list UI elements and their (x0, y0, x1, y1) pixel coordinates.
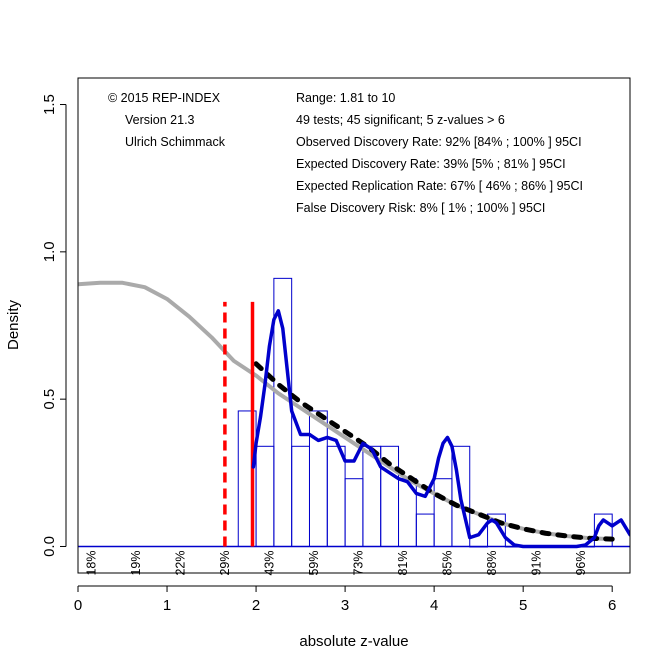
bottom-percentage-label: 73% (351, 550, 365, 575)
bottom-percentage-label: 18% (84, 550, 98, 575)
x-tick-label: 5 (519, 597, 527, 614)
info-right-line: Observed Discovery Rate: 92% [84% ; 100%… (296, 135, 582, 149)
x-axis: 0 1 2 3 4 5 6 (74, 585, 616, 614)
bottom-percentage-label: 22% (173, 550, 187, 575)
info-right-line: False Discovery Risk: 8% [ 1% ; 100% ] 9… (296, 201, 545, 215)
bottom-percentage-label: 96% (574, 550, 588, 575)
x-tick-label: 0 (74, 597, 82, 614)
histogram-bar-6 (344, 478, 364, 547)
info-right-line: Range: 1.81 to 10 (296, 91, 395, 105)
kernel-density-curve (251, 309, 630, 549)
bottom-percentages: 18% 19% 22% 29% 43% 59% 73% 81% 85% 88% 91% 96% (84, 550, 588, 575)
y-axis-title: Density (5, 299, 22, 350)
info-left-line: Ulrich Schimmack (125, 135, 226, 149)
histogram-bar-4 (308, 410, 328, 547)
x-tick-label: 1 (163, 597, 171, 614)
x-tick-label: 2 (252, 597, 260, 614)
bottom-percentage-label: 59% (307, 550, 321, 575)
blue-density-line (251, 309, 630, 549)
y-axis: 0.0 0.5 1.0 1.5 (41, 94, 67, 557)
x-tick-label: 6 (608, 597, 616, 614)
bottom-percentage-label: 88% (485, 550, 499, 575)
histogram-bar-2 (273, 277, 293, 547)
x-axis-title: absolute z-value (299, 633, 408, 650)
histogram-bars (78, 277, 630, 548)
histogram-bar-1 (255, 445, 275, 547)
bottom-percentage-label: 29% (218, 550, 232, 575)
significance-lines (223, 301, 255, 547)
bottom-percentage-label: 85% (440, 550, 454, 575)
info-left-line: Version 21.3 (125, 113, 195, 127)
x-tick-label: 3 (341, 597, 349, 614)
info-left: © 2015 REP-INDEX Version 21.3 Ulrich Schim… (108, 91, 226, 149)
histogram-bar-11 (433, 478, 453, 547)
histogram-bar-5 (326, 445, 346, 547)
bottom-percentage-label: 19% (129, 550, 143, 575)
histogram-bar-3 (291, 445, 310, 547)
gray-curve-line (78, 280, 615, 542)
info-right: Range: 1.81 to 10 49 tests; 45 significan… (296, 91, 583, 215)
model-curve-gray (78, 280, 615, 542)
histogram-bar-10 (415, 513, 435, 547)
info-left-line: © 2015 REP-INDEX (108, 91, 221, 105)
y-tick-label: 0.5 (41, 389, 58, 410)
bottom-percentage-label: 43% (262, 550, 276, 575)
bottom-percentage-label: 91% (530, 550, 544, 575)
y-tick-label: 1.5 (41, 94, 58, 115)
x-tick-label: 4 (430, 597, 438, 614)
info-right-line: Expected Discovery Rate: 39% [5% ; 81% ]… (296, 157, 566, 171)
plot-frame (77, 77, 631, 574)
info-right-line: Expected Replication Rate: 67% [ 46% ; 8… (296, 179, 583, 193)
y-tick-label: 0.0 (41, 536, 58, 557)
y-tick-label: 1.0 (41, 241, 58, 262)
info-right-line: 49 tests; 45 significant; 5 z-values > 6 (296, 113, 505, 127)
bottom-percentage-label: 81% (396, 550, 410, 575)
